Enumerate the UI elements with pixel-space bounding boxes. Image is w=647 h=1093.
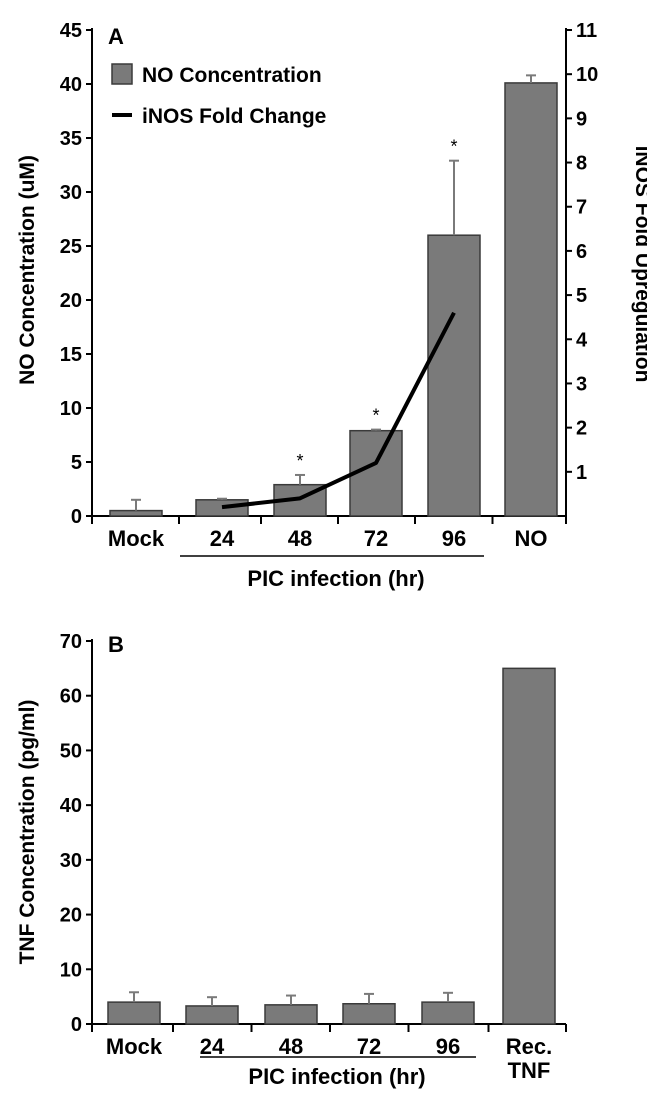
panel-b-y-tick-label: 0 (71, 1014, 82, 1036)
panel-a-y-tick-label: 40 (60, 74, 82, 96)
panel-a-y2-tick-label: 5 (576, 285, 587, 307)
panel-a-y-tick-label: 35 (60, 128, 82, 150)
panel-b-group-label: PIC infection (hr) (248, 1064, 425, 1089)
panel-a-y2-axis-title: iNOS Fold Upregulation (631, 146, 647, 383)
panel-a-category-label: 24 (210, 526, 235, 551)
panel-b-category-label: Rec. TNF (506, 1034, 552, 1083)
panel-b-category-label: 48 (279, 1034, 303, 1059)
panel-a-category-label: 72 (364, 526, 388, 551)
panel-a-category-label: Mock (108, 526, 165, 551)
panel-a-y2-tick-label: 1 (576, 462, 587, 484)
panel-a-bar (504, 82, 558, 517)
panel-a-y-tick-label: 30 (60, 182, 82, 204)
panel-b-label: B (108, 632, 124, 657)
panel-a-bar (195, 499, 249, 517)
panel-a-category-label: NO (515, 526, 548, 551)
panel-a-y-tick-label: 0 (71, 506, 82, 528)
panel-a: A NO Concentration (uM) iNOS Fold Upregu… (16, 20, 647, 591)
panel-b-y-tick-label: 10 (60, 959, 82, 981)
panel-a-legend: NO Concentration iNOS Fold Change (111, 63, 326, 128)
legend-line-label: iNOS Fold Change (142, 105, 326, 128)
panel-b-y-tick-label: 60 (60, 686, 82, 708)
panel-a-y2-tick-label: 7 (576, 197, 587, 219)
panel-b-bar (421, 1001, 475, 1025)
panel-a-y-axis-title: NO Concentration (uM) (16, 155, 39, 385)
panel-b-y-tick-label: 40 (60, 795, 82, 817)
panel-b-y-tick-label: 20 (60, 905, 82, 927)
panel-b: B TNF Concentration (pg/ml) PIC infectio… (16, 631, 567, 1089)
panel-a-bar (109, 509, 163, 517)
panel-a-y-tick-label: 5 (71, 452, 82, 474)
panel-b-y-axis-title: TNF Concentration (pg/ml) (16, 700, 39, 965)
panel-b-category-label: Mock (106, 1034, 163, 1059)
panel-b-category-label: 96 (436, 1034, 460, 1059)
panel-a-category-label: 48 (288, 526, 312, 551)
panel-a-y2-tick-label: 2 (576, 418, 587, 440)
panel-a-y-tick-label: 20 (60, 290, 82, 312)
panel-a-label: A (108, 24, 124, 49)
panel-a-y-tick-label: 10 (60, 398, 82, 420)
panel-b-bar (107, 1001, 161, 1025)
panel-a-y-tick-label: 45 (60, 20, 82, 42)
panel-a-y2-tick-label: 11 (576, 20, 597, 42)
panel-a-y2-tick-label: 3 (576, 373, 587, 395)
panel-a-y2-tick-label: 4 (576, 329, 588, 351)
panel-a-y2-tick-label: 9 (576, 108, 587, 130)
panel-a-bar (427, 234, 481, 517)
panel-a-inos-line (221, 311, 456, 510)
panel-a-bar (349, 429, 403, 517)
panel-b-bar (264, 1004, 318, 1025)
panel-a-y-tick-label: 25 (60, 236, 82, 258)
panel-b-bar (185, 1005, 239, 1025)
legend-bar-swatch (111, 63, 133, 85)
panel-a-group-label: PIC infection (hr) (247, 566, 424, 591)
panel-a-significance-marker: * (450, 137, 457, 157)
panel-b-y-tick-label: 70 (60, 631, 82, 653)
panel-a-y2-tick-label: 8 (576, 153, 587, 175)
panel-a-category-label: 96 (442, 526, 466, 551)
panel-b-category-label: 24 (200, 1034, 225, 1059)
panel-b-bar (342, 1003, 396, 1025)
panel-b-y-tick-label: 50 (60, 740, 82, 762)
panel-a-significance-marker: * (296, 451, 303, 471)
panel-a-y2-tick-label: 10 (576, 64, 598, 86)
panel-b-category-label: 72 (357, 1034, 381, 1059)
panel-a-y-tick-label: 15 (60, 344, 82, 366)
panel-a-significance-marker: * (372, 406, 379, 426)
panel-b-bar (502, 667, 556, 1025)
panel-b-y-tick-label: 30 (60, 850, 82, 872)
legend-bar-label: NO Concentration (142, 64, 322, 87)
panel-a-y2-tick-label: 6 (576, 241, 587, 263)
